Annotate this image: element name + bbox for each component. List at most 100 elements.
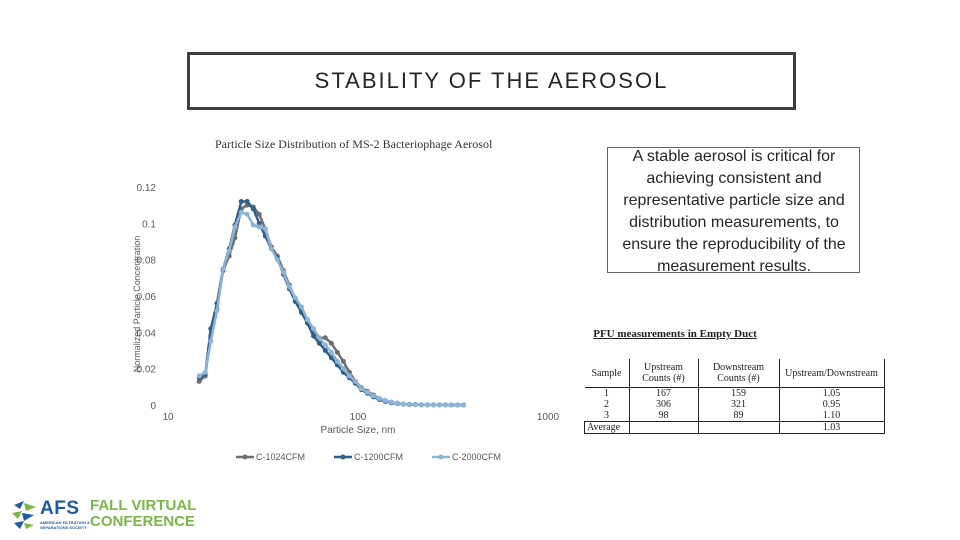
afs-logo: AFS AMERICAN FILTRATION & SEPARATIONS SO…: [10, 497, 210, 535]
y-tick-label: 0.06: [137, 292, 157, 303]
slide-title-box: STABILITY OF THE AEROSOL: [187, 52, 796, 110]
table-header-row: Sample Upstream Counts (#) Downstream Co…: [584, 359, 885, 388]
data-point: [430, 402, 436, 408]
data-point: [226, 248, 232, 254]
particle-size-chart: 0 0.02 0.04 0.06 0.08 0.1 0.12 10 100 1000 Particl…: [132, 183, 560, 462]
slide-title: STABILITY OF THE AEROSOL: [314, 68, 669, 93]
cell-upstream: 98: [628, 410, 698, 422]
data-point: [340, 358, 346, 364]
data-point: [322, 342, 328, 348]
y-tick-label: 0: [150, 401, 156, 412]
header-ratio: Upstream/Downstream: [779, 359, 885, 388]
data-point: [274, 257, 280, 263]
table-row: 3 98 89 1.10: [584, 410, 885, 422]
legend-label: C-2000CFM: [452, 452, 501, 462]
data-point: [340, 366, 346, 372]
table-row: 2 306 321 0.95: [585, 399, 885, 410]
cell-downstream: 321: [697, 399, 780, 410]
data-point: [238, 209, 244, 215]
series-line: [198, 203, 464, 407]
data-point: [256, 224, 262, 230]
data-point: [316, 340, 322, 346]
cell-ratio: 1.10: [779, 410, 885, 422]
data-point: [250, 206, 256, 212]
legend-marker: [242, 454, 248, 460]
data-point: [214, 308, 220, 314]
data-point: [256, 220, 262, 226]
data-point: [382, 397, 388, 403]
y-tick-label: 0.1: [142, 219, 156, 230]
data-point: [232, 224, 238, 230]
description-box: A stable aerosol is critical for achievi…: [607, 147, 860, 275]
data-point: [406, 401, 412, 407]
header-upstream: Upstream Counts (#): [628, 359, 698, 388]
data-point: [388, 399, 394, 405]
header-downstream: Downstream Counts (#): [697, 359, 780, 388]
x-axis-label: Particle Size, nm: [320, 425, 395, 436]
header-sample: Sample: [584, 359, 629, 388]
data-point: [412, 402, 418, 408]
data-point: [244, 211, 250, 217]
data-point: [346, 373, 352, 379]
chart-title: Particle Size Distribution of MS-2 Bacte…: [215, 137, 493, 151]
pfu-table: Sample Upstream Counts (#) Downstream Co…: [584, 359, 885, 434]
cell-sample: 1: [604, 388, 609, 399]
cell-ratio: 1.05: [779, 387, 885, 399]
cell-downstream: 159: [697, 387, 780, 399]
data-point: [298, 304, 304, 310]
data-point: [262, 226, 268, 232]
average-empty-1: [628, 421, 698, 434]
y-tick-label: 0.04: [137, 328, 157, 339]
data-point: [256, 211, 262, 217]
data-point: [364, 389, 370, 395]
average-value: 1.03: [779, 421, 885, 434]
data-point: [310, 326, 316, 332]
data-point: [268, 246, 274, 252]
data-point: [455, 402, 461, 408]
logo-conf-line2: CONFERENCE: [90, 513, 196, 530]
y-tick-label: 0.02: [137, 365, 157, 376]
description-text: A stable aerosol is critical for achievi…: [622, 148, 846, 275]
average-label: Average: [584, 421, 629, 434]
cell-upstream: 306: [628, 399, 698, 410]
data-point: [334, 358, 340, 364]
data-point: [334, 349, 340, 355]
legend-label: C-1024CFM: [256, 452, 305, 462]
table-row: 1 167 159 1.05: [585, 387, 885, 399]
cell-downstream: 89: [697, 410, 780, 422]
data-point: [449, 402, 455, 408]
data-point: [202, 369, 208, 375]
data-point: [418, 402, 424, 408]
data-point: [196, 373, 202, 379]
data-point: [442, 402, 448, 408]
data-point: [244, 199, 250, 205]
cell-upstream: 167: [628, 387, 698, 399]
logo-brand-text: AFS: [40, 498, 80, 519]
series-line: [198, 200, 464, 407]
cell-sample: 2: [604, 399, 609, 410]
data-point: [394, 400, 400, 406]
data-point: [196, 378, 202, 384]
data-point: [304, 317, 310, 323]
data-point: [286, 284, 292, 290]
x-tick-label: 100: [350, 412, 367, 423]
cell-sample: 3: [584, 410, 629, 422]
logo-conf-line1: FALL VIRTUAL: [90, 497, 197, 514]
data-point: [238, 199, 244, 205]
data-point: [316, 335, 322, 341]
series-line: [198, 210, 464, 407]
data-point: [208, 338, 214, 344]
data-point: [424, 402, 430, 408]
afs-logo-mark-icon: [12, 501, 36, 529]
x-tick-label: 10: [162, 412, 174, 423]
data-point: [310, 333, 316, 339]
data-point: [292, 295, 298, 301]
table-footer-row: Average 1.03: [584, 421, 885, 434]
data-point: [280, 269, 286, 275]
y-axis-label: Normalized Particle Concentration: [132, 236, 142, 373]
data-point: [250, 222, 256, 228]
data-point: [370, 393, 376, 399]
legend-marker: [340, 454, 346, 460]
y-tick-label: 0.08: [137, 256, 157, 267]
data-point: [328, 349, 334, 355]
